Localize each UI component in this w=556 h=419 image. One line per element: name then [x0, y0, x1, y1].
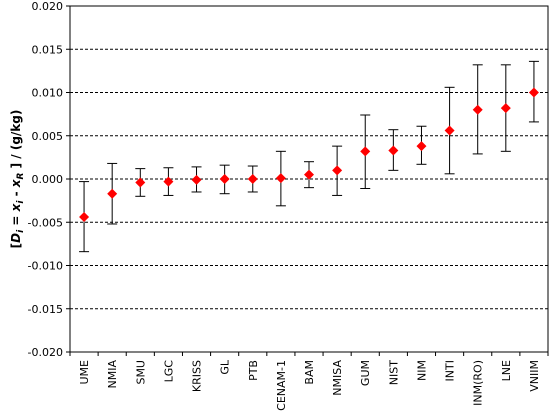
data-point-marker	[304, 169, 314, 180]
data-point-marker	[135, 177, 146, 188]
data-point-marker	[472, 104, 483, 115]
y-tick-label: 0.010	[32, 87, 64, 100]
x-tick-label: UME	[78, 360, 91, 385]
x-tick-label: KRISS	[191, 360, 204, 392]
data-point-marker	[500, 103, 511, 114]
data-point-marker	[275, 173, 286, 184]
x-tick-label: GUM	[359, 360, 372, 386]
x-tick-label: NIM	[415, 360, 428, 381]
data-point-marker	[219, 174, 230, 184]
y-tick-label: -0.005	[28, 216, 63, 229]
x-tick-label: LNE	[500, 360, 513, 381]
data-point-marker	[388, 145, 399, 156]
data-point-marker	[416, 141, 427, 152]
data-point-marker	[360, 146, 371, 157]
x-tick-label: INTI	[444, 360, 457, 381]
data-point-marker	[444, 125, 455, 136]
y-tick-label: 0.015	[32, 43, 64, 56]
y-tick-label: 0.005	[32, 130, 64, 143]
data-point-marker	[191, 174, 202, 185]
error-bars	[79, 60, 539, 253]
data-point-marker	[528, 87, 539, 98]
x-tick-label: PTB	[247, 360, 260, 381]
data-points	[79, 87, 539, 223]
y-tick-label: -0.010	[28, 260, 63, 273]
y-tick-label: -0.015	[28, 303, 63, 316]
data-point-marker	[79, 212, 90, 223]
x-tick-labels: UME NMIA SMU LGC KRISS GL PTB CENAM-1 BAM NMISA GU…	[69, 352, 549, 411]
x-tick-label: GL	[219, 359, 232, 375]
x-tick-label: INM(RO)	[472, 360, 485, 406]
x-tick-label: NMIA	[106, 360, 119, 389]
x-tick-label: VNIIM	[528, 360, 541, 392]
y-tick-label: 0.000	[32, 173, 64, 186]
x-tick-label: BAM	[303, 360, 316, 385]
data-point-marker	[107, 188, 118, 199]
x-tick-label: CENAM-1	[275, 360, 288, 411]
y-tick-labels: 0.020 0.015 0.010 0.005 0.000 -0.005 -0.010 -0.…	[28, 0, 70, 359]
x-tick-label: LGC	[162, 360, 175, 383]
data-point-marker	[247, 174, 258, 184]
x-tick-label: SMU	[134, 360, 147, 385]
data-point-marker	[163, 176, 174, 187]
x-tick-label: NMISA	[331, 360, 344, 396]
y-tick-label: -0.020	[28, 346, 63, 359]
x-tick-label: NIST	[387, 360, 400, 385]
y-axis-label: [Di = xi - xR ] / (g/kg)	[9, 110, 26, 249]
y-tick-label: 0.020	[32, 0, 64, 13]
data-point-marker	[332, 165, 343, 176]
